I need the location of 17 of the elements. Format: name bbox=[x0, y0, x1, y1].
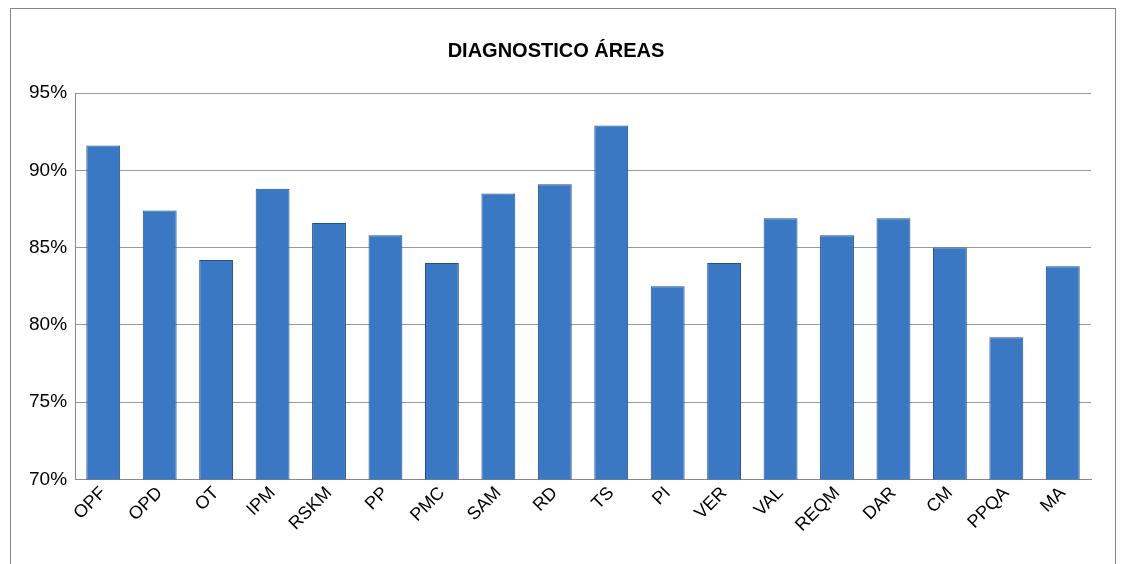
chart-title: DIAGNOSTICO ÁREAS bbox=[447, 38, 665, 61]
x-tick-label: MA bbox=[1035, 482, 1070, 516]
y-tick-label: 90% bbox=[29, 158, 68, 180]
y-tick-label: 75% bbox=[29, 390, 68, 412]
x-tick-label: CM bbox=[922, 482, 957, 517]
x-tick-label: VER bbox=[690, 482, 731, 523]
y-tick-label: 85% bbox=[29, 235, 68, 257]
x-tick-label: OT bbox=[190, 482, 223, 515]
x-tick-label: IPM bbox=[242, 482, 279, 520]
x-tick-label: RD bbox=[528, 482, 562, 515]
x-tick-label: PI bbox=[647, 482, 675, 509]
x-tick-label: PP bbox=[360, 482, 392, 514]
x-tick-label: TS bbox=[587, 482, 618, 513]
y-tick-label: 80% bbox=[29, 313, 68, 335]
x-tick-label: VAL bbox=[749, 482, 787, 520]
y-tick-label: 95% bbox=[29, 81, 68, 103]
y-tick-label: 70% bbox=[29, 467, 68, 489]
